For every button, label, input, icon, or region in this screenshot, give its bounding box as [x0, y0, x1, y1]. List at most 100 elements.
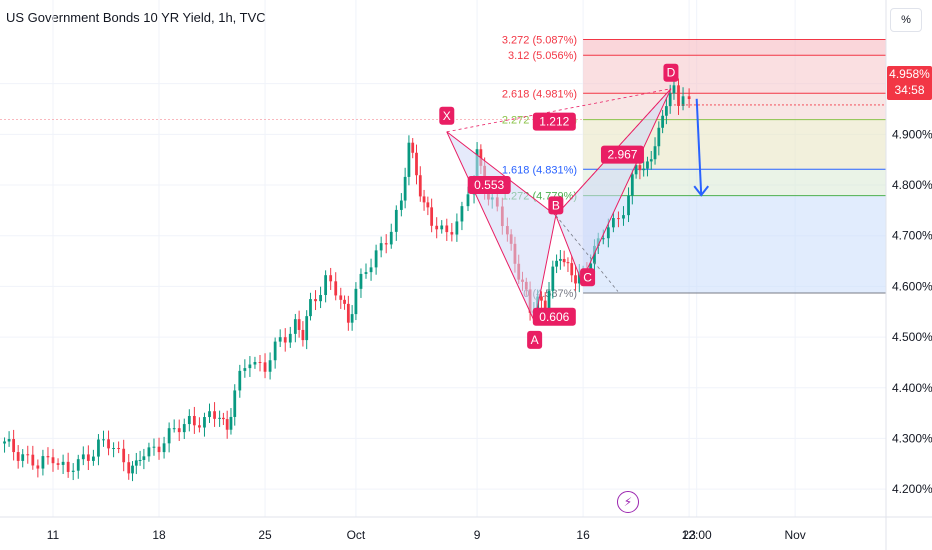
candle-body-118	[547, 290, 551, 312]
candle-body-15	[76, 459, 80, 471]
point-label-x-bg	[439, 106, 455, 125]
target-arrow-shaft	[695, 98, 703, 196]
candle-body-23	[117, 448, 121, 450]
candle-body-145	[657, 127, 661, 147]
candle-body-26	[131, 465, 134, 474]
candle-body-51	[248, 364, 252, 369]
candle-body-142	[646, 161, 649, 169]
lightning-icon[interactable]: ⚡	[617, 491, 639, 513]
point-label-a: A	[531, 333, 539, 347]
candle-body-68	[329, 275, 333, 282]
x-tick-6: 23	[682, 528, 696, 542]
candle-body-74	[354, 288, 358, 315]
candle-body-139	[634, 165, 638, 175]
candle-body-82	[394, 209, 398, 232]
candle-body-148	[668, 93, 672, 107]
candle-body-63	[305, 316, 309, 341]
candle-body-3	[16, 452, 20, 461]
x-tick-5: 16	[576, 528, 590, 542]
candle-body-79	[379, 243, 383, 251]
candle-body-17	[86, 454, 90, 461]
candle-body-18	[92, 456, 95, 461]
x-tick-1: 18	[152, 528, 166, 542]
candle-body-29	[142, 456, 146, 460]
candle-body-14	[71, 470, 75, 472]
pattern-triangle-xab	[446, 131, 557, 324]
candle-body-21	[107, 439, 110, 449]
candle-body-31	[152, 446, 156, 448]
fib-band-2	[583, 93, 886, 120]
fib-label-4: 1.618 (4.831%)	[502, 164, 577, 176]
y-tick-7: 4.300%	[892, 431, 932, 445]
candle-body-117	[543, 300, 547, 312]
candle-body-62	[301, 329, 305, 341]
point-label-c-bg	[580, 268, 596, 287]
last-price-value: 4.958%	[889, 67, 930, 81]
candle-body-69	[334, 281, 338, 296]
candle-body-122	[562, 258, 566, 263]
candle-body-30	[147, 447, 151, 457]
fib-band-0	[583, 39, 886, 56]
candle-body-81	[389, 231, 393, 245]
candle-body-47	[229, 416, 233, 430]
candle-body-138	[630, 174, 634, 196]
candle-body-10	[51, 457, 55, 464]
last-price-tag: 4.958% 34:58	[887, 66, 932, 100]
candle-body-28	[138, 459, 142, 461]
candle-body-137	[627, 195, 630, 216]
ratio-label-2: 1.212	[539, 115, 569, 129]
fib-band-1	[583, 55, 886, 94]
candle-body-125	[574, 275, 577, 284]
candle-body-129	[589, 263, 593, 273]
candle-body-126	[577, 271, 581, 284]
candle-body-119	[551, 266, 555, 291]
candle-body-88	[418, 175, 422, 197]
candle-body-9	[46, 456, 50, 458]
candle-body-12	[61, 461, 65, 465]
ratio-label-3-bg	[600, 145, 644, 164]
candle-body-73	[350, 314, 354, 323]
candle-body-4	[21, 454, 25, 461]
scale-mode-button[interactable]: %	[890, 8, 922, 32]
candle-body-5	[26, 454, 30, 456]
candle-body-8	[41, 456, 45, 469]
candle-body-80	[384, 243, 388, 245]
candle-body-71	[343, 299, 346, 304]
candle-body-57	[278, 337, 282, 342]
y-tick-4: 4.600%	[892, 279, 932, 293]
candle-body-135	[617, 218, 620, 220]
candle-body-55	[268, 360, 272, 372]
candle-body-124	[570, 263, 574, 276]
chart-title: US Government Bonds 10 YR Yield, 1h, TVC	[6, 10, 266, 25]
fib-label-2: 2.618 (4.981%)	[502, 88, 577, 100]
x-tick-3: Oct	[347, 528, 366, 542]
candle-body-53	[258, 361, 262, 363]
candle-body-22	[112, 448, 115, 450]
candle-body-72	[346, 303, 350, 323]
ratio-label-2-bg	[532, 112, 576, 131]
candle-body-146	[661, 115, 664, 128]
candle-body-78	[374, 250, 378, 268]
y-tick-1: 4.900%	[892, 127, 932, 141]
candle-body-90	[426, 202, 430, 208]
x-tick-7: 12:00	[682, 528, 712, 542]
pattern-projection-line	[555, 215, 619, 292]
x-tick-2: 25	[258, 528, 272, 542]
point-label-b: B	[552, 198, 560, 212]
candle-body-36	[177, 428, 181, 433]
candle-body-56	[273, 341, 277, 361]
candle-body-37	[182, 424, 186, 433]
candle-body-87	[415, 152, 418, 176]
candle-body-89	[422, 196, 426, 203]
point-label-d: D	[667, 66, 676, 80]
candle-body-2	[12, 439, 16, 453]
candle-body-70	[339, 295, 343, 300]
candle-body-20	[102, 439, 105, 441]
candle-body-49	[238, 370, 242, 391]
point-label-c: C	[583, 270, 592, 284]
candle-body-136	[622, 215, 625, 219]
x-tick-4: 9	[474, 528, 481, 542]
candle-body-32	[157, 446, 161, 453]
candle-body-97	[460, 206, 464, 222]
